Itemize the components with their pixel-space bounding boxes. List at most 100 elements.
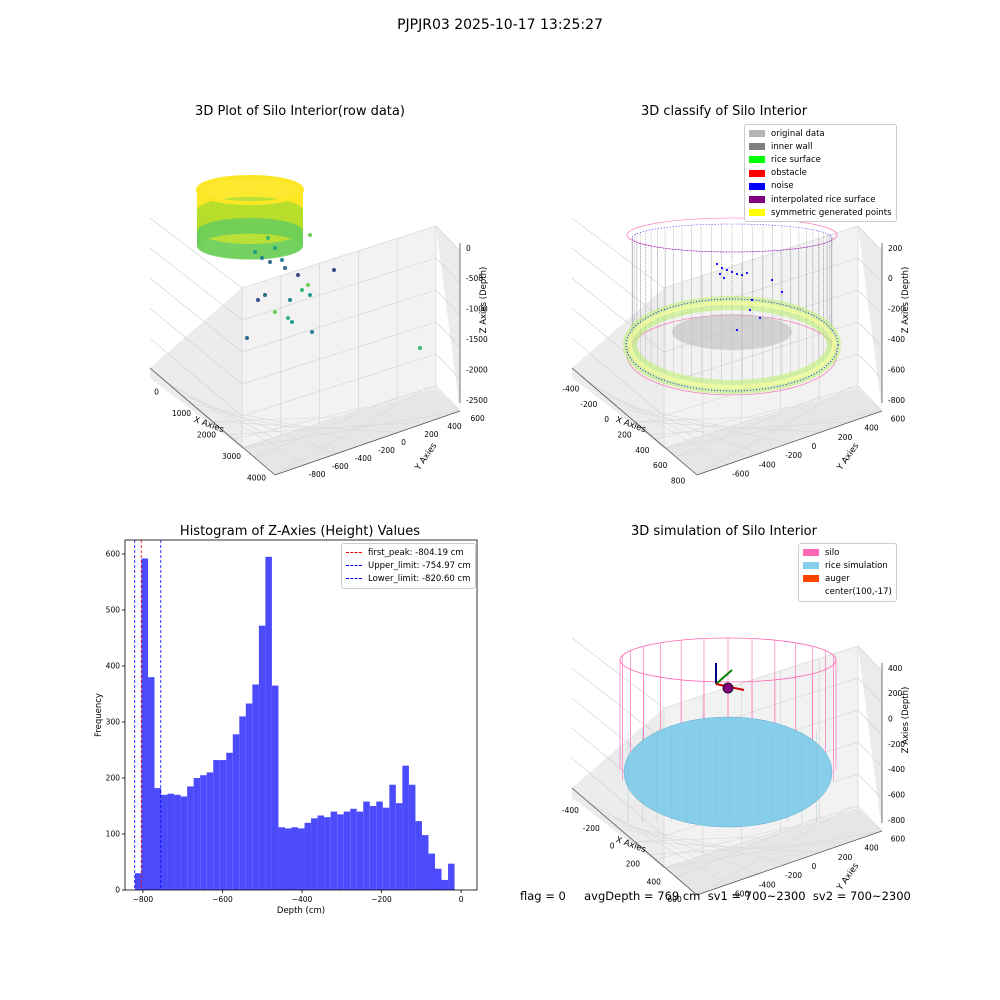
y-tick-label: 400: [864, 424, 879, 433]
y-tick-label: 200: [838, 853, 853, 862]
raw-data-point: [273, 310, 277, 314]
histogram-bar: [167, 793, 175, 890]
grid-line: [857, 773, 883, 800]
grid-line: [857, 741, 883, 768]
x-tick-label: 3000: [222, 452, 241, 461]
raw-data-point: [332, 268, 336, 272]
noise-point: [758, 316, 762, 320]
legend-label: Lower_limit: -820.60 cm: [368, 573, 471, 584]
floor-grid-line: [676, 816, 821, 878]
histogram-bar: [343, 811, 351, 890]
histogram-bar: [421, 835, 429, 890]
histogram-bar: [213, 760, 220, 890]
legend-entry-silo: silo: [803, 546, 892, 559]
x-tick-label: 4000: [247, 473, 266, 482]
x-tick-label: 0: [154, 388, 159, 397]
histogram-bar: [356, 811, 364, 890]
noise-point: [730, 270, 734, 274]
histogram-title: Histogram of Z-Axies (Height) Values: [179, 524, 421, 539]
histogram-bar: [415, 821, 422, 890]
raw-data-point: [258, 230, 262, 234]
histogram-bar: [141, 558, 148, 890]
y-tick-label: -600: [732, 469, 749, 478]
y-axis-label: Y Axies: [835, 441, 862, 473]
x-tick-label: -400: [562, 385, 579, 394]
grid-line: [435, 321, 461, 348]
raw-data-point: [290, 320, 294, 324]
y-tick-label: -600: [332, 462, 349, 471]
histogram-bar: [434, 868, 442, 890]
histogram-bar: [265, 556, 272, 890]
y-tick-label: -200: [378, 446, 395, 455]
y-tick-label: -200: [785, 871, 802, 880]
y-tick-label: 200: [424, 430, 439, 439]
histogram-frame: [124, 539, 478, 891]
noise-point: [718, 272, 722, 276]
raw-data-point: [283, 266, 287, 270]
x-tick-label: 600: [667, 895, 682, 904]
histogram-bar: [408, 784, 416, 890]
x-tick-label: 400: [647, 877, 662, 886]
grid-line: [857, 225, 883, 252]
z-tick-label: -2000: [466, 365, 488, 374]
legend-label: silo: [825, 547, 840, 558]
histogram-bar: [330, 811, 338, 890]
y-axis-label: Frequency: [94, 693, 104, 737]
histogram-bar: [291, 827, 299, 890]
y-tick-label: 600: [891, 835, 906, 844]
raw-data-point: [245, 336, 249, 340]
histogram-bar: [180, 796, 188, 890]
simulation-plot-title: 3D simulation of Silo Interior: [631, 524, 817, 539]
legend-line: [346, 552, 362, 554]
legend-swatch: [749, 196, 765, 204]
legend-label: original data: [771, 128, 825, 139]
x-tick-label: −400: [292, 895, 313, 904]
grid-line: [663, 385, 859, 449]
raw-data-point: [253, 250, 257, 254]
legend-entry-symmetric: symmetric generated points: [749, 206, 892, 219]
z-tick-label: 400: [888, 664, 903, 673]
x-tick-label: −200: [371, 895, 392, 904]
left-pane: [150, 288, 242, 448]
z-tick-label: -200: [888, 740, 905, 749]
grid-line: [241, 257, 437, 321]
histogram-bar: [304, 822, 312, 890]
y-tick-label: 200: [838, 433, 853, 442]
z-tick-label: -1000: [466, 305, 488, 314]
histogram-bar: [382, 807, 390, 890]
legend-swatch: [803, 575, 819, 583]
floor-grid-line: [634, 836, 759, 842]
legend-entry-upper-limit: Upper_limit: -754.97 cm: [346, 559, 471, 572]
legend-label: inner wall: [771, 141, 813, 152]
y-tick-label: -200: [785, 451, 802, 460]
histogram-bar: [376, 801, 383, 890]
right-pane: [436, 226, 460, 411]
raw-data-point: [280, 258, 284, 262]
right-pane: [858, 646, 882, 831]
center-marker: [722, 682, 734, 694]
z-axis-label: Z Axies (Depth): [479, 267, 489, 334]
y-axis-line: [696, 830, 883, 896]
right-pane: [858, 226, 882, 411]
legend-entry-noise: noise: [749, 180, 892, 193]
histogram-bar: [298, 828, 305, 890]
histogram-bar: [134, 873, 142, 890]
noise-point: [722, 276, 726, 280]
histogram-axes: −800 −600 −400 −200 0 0 100 200 300 400 500 600 Dept…: [94, 539, 478, 916]
histogram-bar: [369, 806, 377, 890]
simulation-legend: silo rice simulation auger center(100,-1…: [798, 543, 897, 602]
rice-simulation-surface: [623, 716, 833, 828]
floor-grid-line: [696, 805, 853, 896]
y-tick-label: -600: [732, 889, 749, 898]
histogram-bar: [226, 752, 233, 890]
y-tick-label: 400: [447, 422, 462, 431]
inner-wall-floor: [672, 314, 792, 350]
classify-plot-title: 3D classify of Silo Interior: [640, 104, 808, 119]
histogram-bar: [428, 853, 435, 890]
raw-data-point: [300, 288, 304, 292]
grid-line: [857, 645, 883, 672]
floor-grid-line: [655, 826, 790, 860]
x-tick-label: 400: [635, 446, 650, 455]
histogram-bar: [284, 828, 292, 890]
